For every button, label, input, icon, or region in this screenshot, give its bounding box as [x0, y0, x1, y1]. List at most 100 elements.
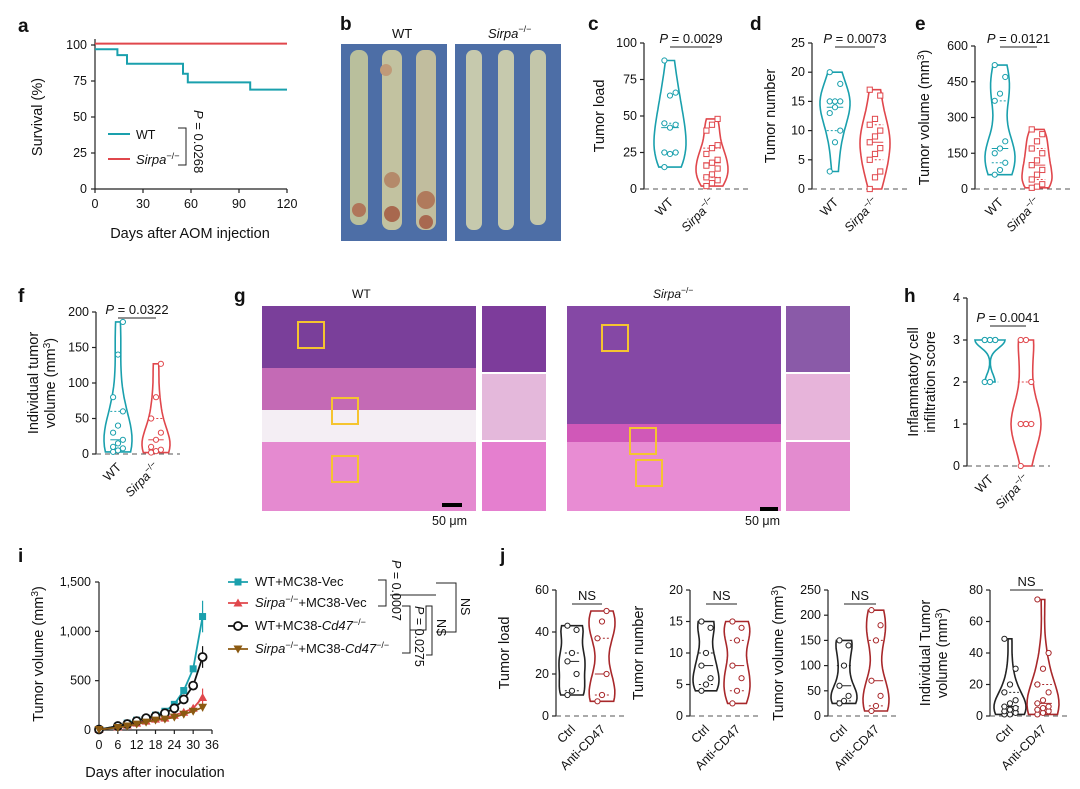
data-point [197, 652, 208, 662]
y-tick-label: 0 [798, 182, 805, 196]
x-tick-label: Ctrl [554, 722, 578, 746]
x-tick-label: WT [982, 195, 1006, 219]
x-tick-label: WT [652, 195, 676, 219]
y-tick-label: 15 [791, 94, 805, 108]
y-axis-label: Survival (%) [30, 78, 46, 156]
x-tick-label: 90 [232, 197, 246, 211]
y-axis-label-close: ) [31, 586, 47, 591]
data-point [866, 121, 873, 128]
y-axis-label-text: Tumor volume (mm [31, 597, 47, 722]
y-tick-label: 20 [535, 667, 549, 681]
y-tick-label: 40 [969, 646, 983, 660]
survival-curve [95, 48, 287, 91]
y-tick-label: 75 [623, 73, 637, 87]
violin-outline [558, 624, 586, 696]
legend-label: WT+MC38-Cd47−/− [255, 617, 366, 633]
y-tick-label: 40 [535, 625, 549, 639]
zoom-box [629, 427, 657, 455]
data-point [698, 662, 705, 669]
data-point [119, 408, 127, 415]
data-point [1012, 697, 1019, 704]
tumor-nodule [384, 206, 400, 222]
violin-outline [830, 639, 858, 705]
y-tick-label: 0 [542, 709, 549, 723]
data-point [1001, 635, 1008, 642]
data-point [598, 618, 606, 625]
legend-text: +MC38-Vec [298, 595, 367, 610]
y-tick-label: 0 [82, 447, 89, 461]
y-tick-label: 15 [669, 615, 683, 629]
y-tick-label: 50 [807, 684, 821, 698]
x-tick-label: WT [972, 472, 996, 496]
y-axis-label-text: Tumor volume (mm [771, 596, 787, 721]
violin-chart-c: 0 25 50 75 100 Tumor load WT Sirpa−/− P = 0.0029 [592, 31, 752, 235]
data-point [110, 448, 117, 455]
histo-wt-mucosa [262, 306, 476, 368]
data-point [836, 682, 843, 689]
violin-outline [103, 321, 133, 453]
data-point [708, 180, 716, 187]
data-point [826, 69, 833, 76]
legend-label: WT [136, 128, 156, 142]
data-point [996, 90, 1004, 97]
violin-chart-f: 0 50 100 150 200 Individual tumor volume (mm3)… [26, 302, 180, 500]
x-tick-label: 0 [96, 738, 103, 752]
p-symbol: P [823, 31, 832, 46]
data-point [119, 445, 127, 452]
data-point [698, 687, 705, 694]
data-point [871, 150, 879, 158]
x-tick-label: 24 [167, 738, 181, 752]
data-point [831, 104, 839, 111]
x-tick-label: Sirpa−/− [1002, 194, 1043, 235]
data-point [1017, 336, 1024, 344]
data-point [1012, 665, 1019, 672]
p-symbol: P [389, 560, 403, 569]
data-point [1039, 166, 1046, 174]
p-number: = 0.0041 [985, 310, 1040, 325]
x-tick-label: Sirpa−/− [121, 459, 162, 500]
y-tick-label: 25 [623, 146, 637, 160]
p-symbol: P [412, 606, 426, 615]
data-point [836, 700, 843, 707]
data-point [733, 687, 741, 694]
data-point [707, 675, 714, 682]
tumor-nodule [380, 64, 392, 76]
data-point [666, 124, 674, 131]
data-point [1028, 145, 1035, 152]
y-tick-label: 200 [68, 305, 89, 319]
y-axis-label: volume (mm3) [42, 338, 59, 428]
data-point [1034, 596, 1041, 603]
legend-sup: −/− [285, 594, 298, 604]
data-point [1033, 183, 1041, 190]
data-point [708, 121, 716, 128]
data-point [1001, 689, 1008, 696]
data-point [198, 692, 208, 701]
data-point [672, 89, 679, 96]
x-tick-label: Ctrl [688, 722, 712, 746]
y-tick-label: 0 [961, 182, 968, 196]
data-point [110, 429, 117, 436]
violin-chart-h: 0 1 2 3 4 Inflammatory cell infiltration score… [906, 291, 1050, 512]
data-point [1033, 171, 1041, 178]
data-point [729, 662, 736, 669]
violin-outline [993, 638, 1027, 716]
y-axis-label: Tumor volume (mm3) [916, 50, 933, 186]
data-point [1022, 420, 1030, 428]
y-tick-label: 150 [947, 146, 968, 160]
data-point [661, 164, 668, 171]
histo-wt-gap [262, 410, 476, 442]
data-point [122, 722, 132, 731]
y-tick-label: 0 [630, 182, 637, 196]
y-axis-label: volume (mm3) [934, 608, 951, 698]
data-point [991, 171, 998, 178]
data-point [866, 156, 873, 163]
data-point [1033, 138, 1041, 145]
data-point [703, 182, 710, 190]
data-point [837, 127, 844, 134]
y-axis-label: Tumor volume (mm3) [770, 585, 787, 721]
x-tick-label: 0 [92, 197, 99, 211]
y-tick-label: 500 [70, 674, 91, 688]
data-point [845, 692, 852, 699]
panel-letter-h: h [904, 286, 916, 307]
p-value-label: NS [1017, 574, 1035, 589]
